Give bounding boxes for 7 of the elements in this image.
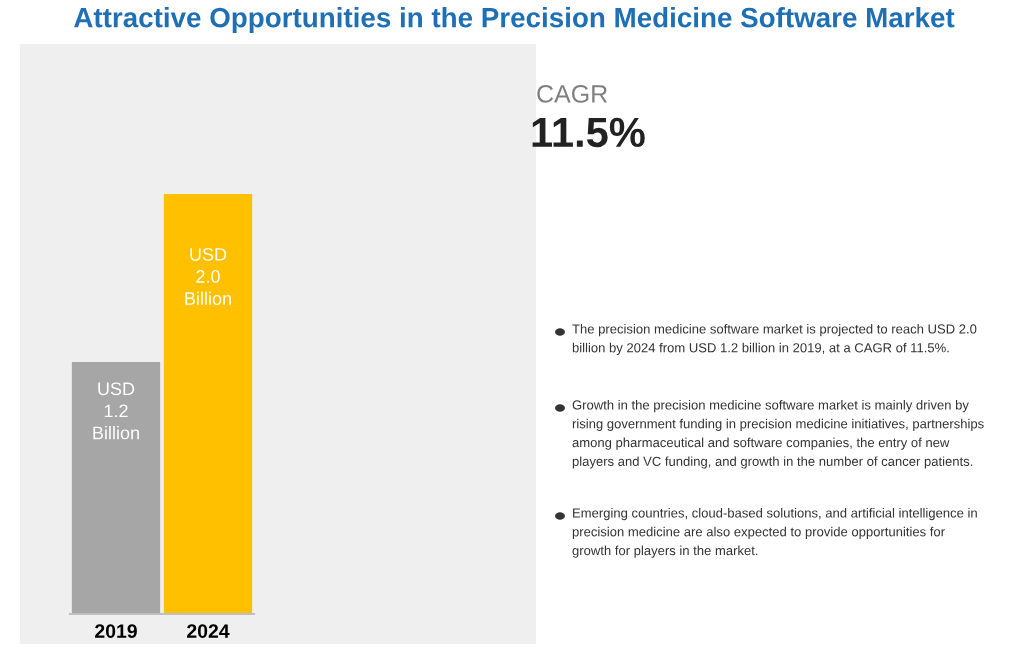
text: 11.5% bbox=[532, 117, 645, 148]
x-tick-label: 2019 bbox=[95, 624, 137, 638]
text: CAGR bbox=[537, 85, 608, 103]
data-label: USD 1.2 Billion bbox=[93, 382, 139, 440]
text: Attractive Opportunities in the Precision Medicine Software Market bbox=[74, 7, 955, 33]
x-tick-label: 2024 bbox=[187, 624, 230, 638]
data-label: USD 2.0 Billion bbox=[185, 248, 231, 305]
